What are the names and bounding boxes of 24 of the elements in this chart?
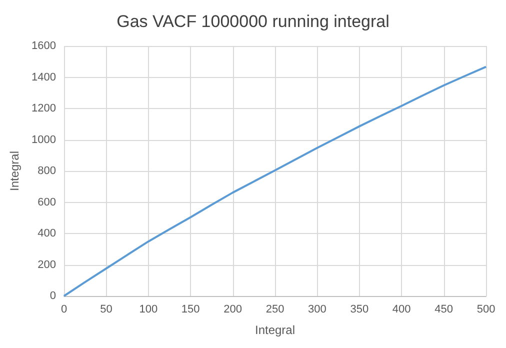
x-tick-label: 250 <box>266 304 284 316</box>
x-tick-label: 100 <box>139 304 158 316</box>
x-tick-label: 500 <box>476 304 496 316</box>
y-tick-label: 1200 <box>32 102 56 114</box>
y-tick-label: 1600 <box>32 40 56 52</box>
x-tick-label: 400 <box>392 304 411 316</box>
y-tick-label: 800 <box>38 165 56 177</box>
line-series <box>63 66 487 297</box>
chart-title: Gas VACF 1000000 running integral <box>116 12 390 31</box>
x-tick-label: 450 <box>434 304 453 316</box>
x-axis-title: Integral <box>254 323 296 337</box>
x-tick-label: 50 <box>100 304 112 316</box>
x-tick-label: 0 <box>60 304 68 316</box>
x-tick-label: 350 <box>350 304 369 316</box>
y-tick-label: 400 <box>38 228 56 240</box>
y-axis-title: Integral <box>8 150 22 192</box>
x-tick-label: 300 <box>308 304 326 316</box>
y-tick-label: 200 <box>38 258 56 271</box>
y-tick-label: 1000 <box>32 134 56 146</box>
x-tick-label: 150 <box>181 304 200 316</box>
x-tick-label: 200 <box>224 304 242 316</box>
y-tick-label: 600 <box>38 196 56 208</box>
y-tick-label: 1400 <box>32 71 56 84</box>
y-tick-label: 0 <box>50 290 56 302</box>
